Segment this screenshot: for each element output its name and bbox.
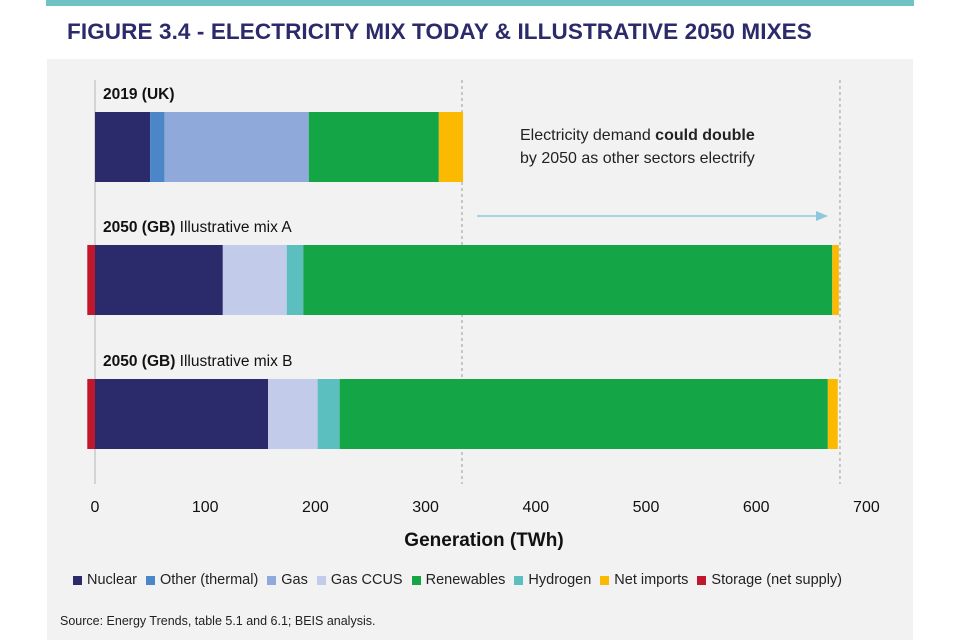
- legend-item-storage-net-supply: Storage (net supply): [697, 572, 842, 588]
- legend-swatch-nuclear: [73, 575, 82, 585]
- x-tick-label-300: 300: [412, 499, 439, 516]
- x-tick-label-400: 400: [522, 499, 549, 516]
- legend-label-nuclear: Nuclear: [87, 572, 137, 588]
- legend-label-gas-ccus: Gas CCUS: [330, 572, 403, 588]
- bar-label-2: 2050 (GB) Illustrative mix A: [103, 219, 292, 236]
- chart-legend: Nuclear Other (thermal) Gas Gas CCUS Renewab…: [73, 572, 842, 588]
- bar-1-segment-other-thermal: [150, 112, 165, 182]
- bar-label-1: 2019 (UK): [103, 86, 175, 103]
- bar-3-segment-gas-ccus: [268, 379, 318, 449]
- x-tick-label-200: 200: [302, 499, 329, 516]
- bar-2-segment-storage-net-supply: [87, 245, 95, 315]
- bar-2-segment-net-imports: [832, 245, 839, 315]
- bar-1-segment-gas: [164, 112, 309, 182]
- legend-label-storage-net-supply: Storage (net supply): [711, 572, 842, 588]
- legend-swatch-hydrogen: [514, 575, 524, 585]
- x-tick-label-500: 500: [633, 499, 660, 516]
- bar-3-segment-hydrogen: [317, 379, 340, 449]
- legend-item-net-imports: Net imports: [600, 572, 688, 588]
- legend-label-net-imports: Net imports: [614, 572, 689, 588]
- legend-label-other-thermal: Other (thermal): [159, 572, 259, 588]
- legend-item-renewables: Renewables: [411, 572, 506, 588]
- annotation-line-2: by 2050 as other sectors electrify: [520, 150, 755, 167]
- legend-swatch-gas: [267, 575, 277, 585]
- legend-label-renewables: Renewables: [425, 572, 506, 588]
- source-note: Source: Energy Trends, table 5.1 and 6.1…: [60, 614, 376, 628]
- x-tick-label-100: 100: [192, 499, 219, 516]
- legend-swatch-net-imports: [600, 575, 610, 585]
- bar-1-segment-renewables: [308, 112, 439, 182]
- x-tick-label-0: 0: [91, 499, 100, 516]
- bar-label-3: 2050 (GB) Illustrative mix B: [103, 353, 293, 370]
- x-tick-label-600: 600: [743, 499, 770, 516]
- legend-item-gas: Gas: [267, 572, 308, 588]
- bar-3-segment-nuclear: [95, 379, 269, 449]
- legend-swatch-gas-ccus: [316, 575, 326, 585]
- legend-item-gas-ccus: Gas CCUS: [316, 572, 403, 588]
- bar-3-segment-storage-net-supply: [87, 379, 95, 449]
- bar-3-segment-net-imports: [827, 379, 838, 449]
- legend-swatch-storage-net-supply: [697, 575, 707, 585]
- bar-1-segment-nuclear: [95, 112, 151, 182]
- bar-2-segment-nuclear: [95, 245, 223, 315]
- legend-item-other-thermal: Other (thermal): [145, 572, 259, 588]
- legend-item-hydrogen: Hydrogen: [514, 572, 591, 588]
- figure-title: FIGURE 3.4 - ELECTRICITY MIX TODAY & ILL…: [67, 19, 812, 44]
- bar-2-segment-gas-ccus: [222, 245, 287, 315]
- bar-1-segment-net-imports: [438, 112, 464, 182]
- legend-swatch-renewables: [411, 575, 421, 585]
- annotation-line-1: Electricity demand could double: [520, 127, 755, 144]
- bar-2-segment-hydrogen: [286, 245, 304, 315]
- legend-item-nuclear: Nuclear: [73, 572, 137, 588]
- legend-swatch-other-thermal: [145, 575, 155, 585]
- bar-3-segment-renewables: [339, 379, 828, 449]
- bar-2-segment-renewables: [303, 245, 833, 315]
- x-tick-label-700: 700: [853, 499, 880, 516]
- demand-arrow-head: [816, 211, 828, 221]
- legend-label-gas: Gas: [281, 572, 308, 588]
- legend-label-hydrogen: Hydrogen: [528, 572, 592, 588]
- top-accent-bar: [46, 0, 914, 6]
- x-axis-label: Generation (TWh): [404, 530, 563, 551]
